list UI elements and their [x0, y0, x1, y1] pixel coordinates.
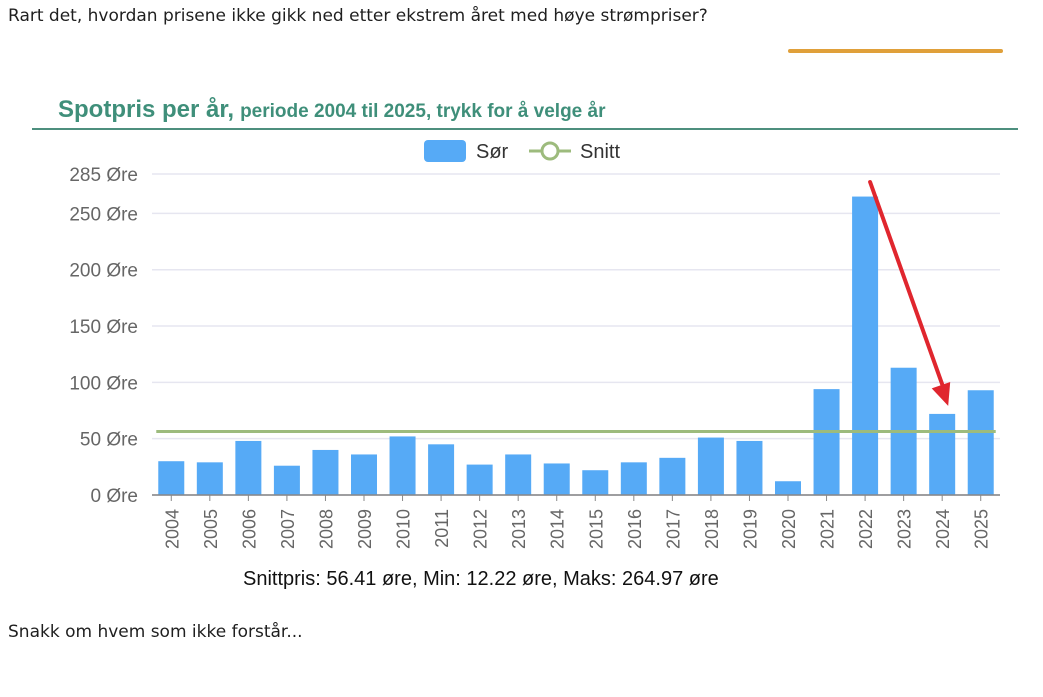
- bar[interactable]: [158, 461, 185, 495]
- x-tick-label: 2017: [663, 509, 683, 549]
- x-tick-label: 2004: [162, 509, 182, 549]
- bar[interactable]: [428, 444, 455, 495]
- chart-title-sub: periode 2004 til 2025, trykk for å velge…: [240, 101, 606, 122]
- legend-swatch-sor: [424, 140, 466, 162]
- legend-label-snitt: Snitt: [580, 141, 620, 163]
- x-tick-label: 2013: [509, 509, 529, 549]
- x-tick-label: 2014: [548, 509, 568, 549]
- x-tick-label: 2007: [278, 509, 298, 549]
- decorative-strip: [788, 49, 1003, 53]
- chart-title-main: Spotpris per år,: [58, 96, 235, 123]
- legend-marker-snitt: [540, 141, 560, 161]
- x-tick-label: 2012: [471, 509, 491, 549]
- bar[interactable]: [235, 440, 262, 495]
- x-tick-label: 2008: [316, 509, 336, 549]
- x-tick-label: 2022: [856, 509, 876, 549]
- bar[interactable]: [312, 449, 339, 495]
- post-intro-text: Rart det, hvordan prisene ikke gikk ned …: [8, 6, 708, 26]
- annotation-arrow-head: [931, 381, 951, 406]
- x-tick-label: 2015: [586, 509, 606, 549]
- legend-label-sor: Sør: [476, 141, 509, 163]
- bar[interactable]: [929, 413, 956, 495]
- y-tick-label: 100 Øre: [69, 373, 138, 394]
- chart-summary: Snittpris: 56.41 øre, Min: 12.22 øre, Ma…: [243, 568, 719, 590]
- bar[interactable]: [389, 436, 416, 495]
- bar[interactable]: [582, 470, 609, 495]
- chart-title[interactable]: Spotpris per år, periode 2004 til 2025, t…: [58, 96, 605, 124]
- bar[interactable]: [697, 437, 724, 495]
- bar[interactable]: [620, 462, 647, 495]
- bar[interactable]: [466, 464, 493, 495]
- x-tick-label: 2009: [355, 509, 375, 549]
- y-tick-label: 200 Øre: [69, 261, 138, 282]
- x-tick-label: 2020: [779, 509, 799, 549]
- post-outro-text: Snakk om hvem som ikke forstår...: [8, 622, 303, 642]
- bar[interactable]: [196, 462, 223, 495]
- bar[interactable]: [351, 454, 377, 495]
- bar[interactable]: [505, 454, 532, 495]
- x-tick-label: 2010: [394, 509, 414, 549]
- title-divider: [32, 128, 1018, 130]
- bar[interactable]: [813, 389, 840, 495]
- x-tick-label: 2006: [239, 509, 259, 549]
- x-tick-label: 2021: [818, 509, 838, 549]
- bar[interactable]: [659, 457, 686, 495]
- x-tick-label: 2024: [933, 509, 953, 549]
- bar[interactable]: [736, 440, 763, 495]
- x-tick-label: 2025: [972, 509, 992, 549]
- bar[interactable]: [967, 390, 994, 495]
- y-tick-label: 285 Øre: [69, 165, 138, 186]
- x-tick-label: 2005: [201, 509, 221, 549]
- x-tick-label: 2011: [432, 509, 452, 548]
- bar[interactable]: [273, 465, 300, 495]
- x-tick-label: 2019: [740, 509, 760, 549]
- bar[interactable]: [775, 481, 801, 495]
- y-tick-label: 250 Øre: [69, 204, 138, 225]
- bar[interactable]: [852, 196, 879, 495]
- x-tick-label: 2023: [895, 509, 915, 549]
- bar[interactable]: [543, 463, 570, 495]
- y-tick-label: 50 Øre: [80, 430, 138, 451]
- y-tick-label: 150 Øre: [69, 317, 138, 338]
- x-tick-label: 2016: [625, 509, 645, 549]
- annotation-arrow-shaft: [868, 180, 947, 392]
- y-tick-label: 0 Øre: [90, 486, 138, 507]
- x-tick-label: 2018: [702, 509, 722, 549]
